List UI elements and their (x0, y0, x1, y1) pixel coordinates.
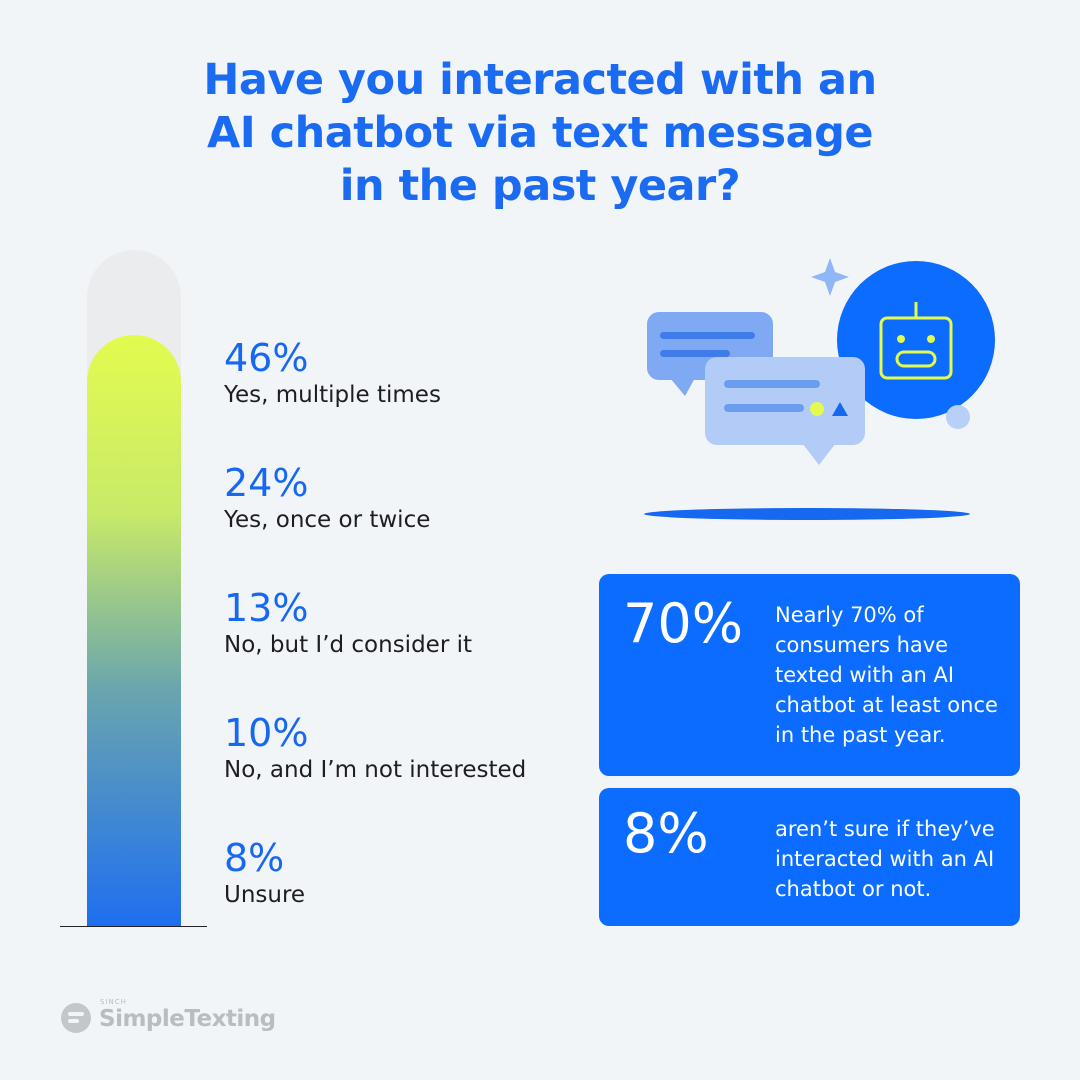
callout-text: Nearly 70% of consumers have texted with… (775, 603, 998, 747)
title-line: in the past year? (339, 161, 741, 211)
callout: 70% Nearly 70% of consumers have texted … (599, 574, 1020, 776)
response-percent: 10% (224, 711, 309, 755)
response-label: No, and I’m not interested (224, 757, 527, 783)
title: Have you interacted with an AI chatbot v… (0, 54, 1080, 213)
brand-super: SINCH (100, 998, 127, 1006)
response-label: Yes, multiple times (224, 382, 441, 408)
brand-logo (61, 1003, 91, 1033)
title-line: Have you interacted with an (203, 55, 877, 105)
response-percent: 46% (224, 336, 309, 380)
response-percent: 24% (224, 461, 309, 505)
response-label: Unsure (224, 882, 306, 908)
callout: 8% aren’t sure if they’ve interacted wit… (599, 788, 1020, 926)
callout-figure: 8% (623, 802, 709, 865)
response-percent: 13% (224, 586, 309, 630)
response-label: Yes, once or twice (224, 507, 431, 533)
title-line: AI chatbot via text message (206, 108, 874, 158)
response: 13% No, but I’d consider it (224, 586, 472, 660)
response: 46% Yes, multiple times (224, 336, 441, 410)
callout-text: aren’t sure if they’ve interacted with a… (775, 817, 995, 901)
response-percent: 8% (224, 836, 285, 880)
brand-name: SimpleTexting (99, 1006, 276, 1032)
chatbot-illustration (644, 258, 995, 520)
thermometer-bar (60, 250, 207, 927)
response: 8% Unsure (224, 836, 305, 910)
response-label: No, but I’d consider it (224, 632, 473, 658)
response: 24% Yes, once or twice (224, 461, 430, 535)
response: 10% No, and I’m not interested (224, 711, 526, 785)
callout-figure: 70% (623, 592, 744, 655)
